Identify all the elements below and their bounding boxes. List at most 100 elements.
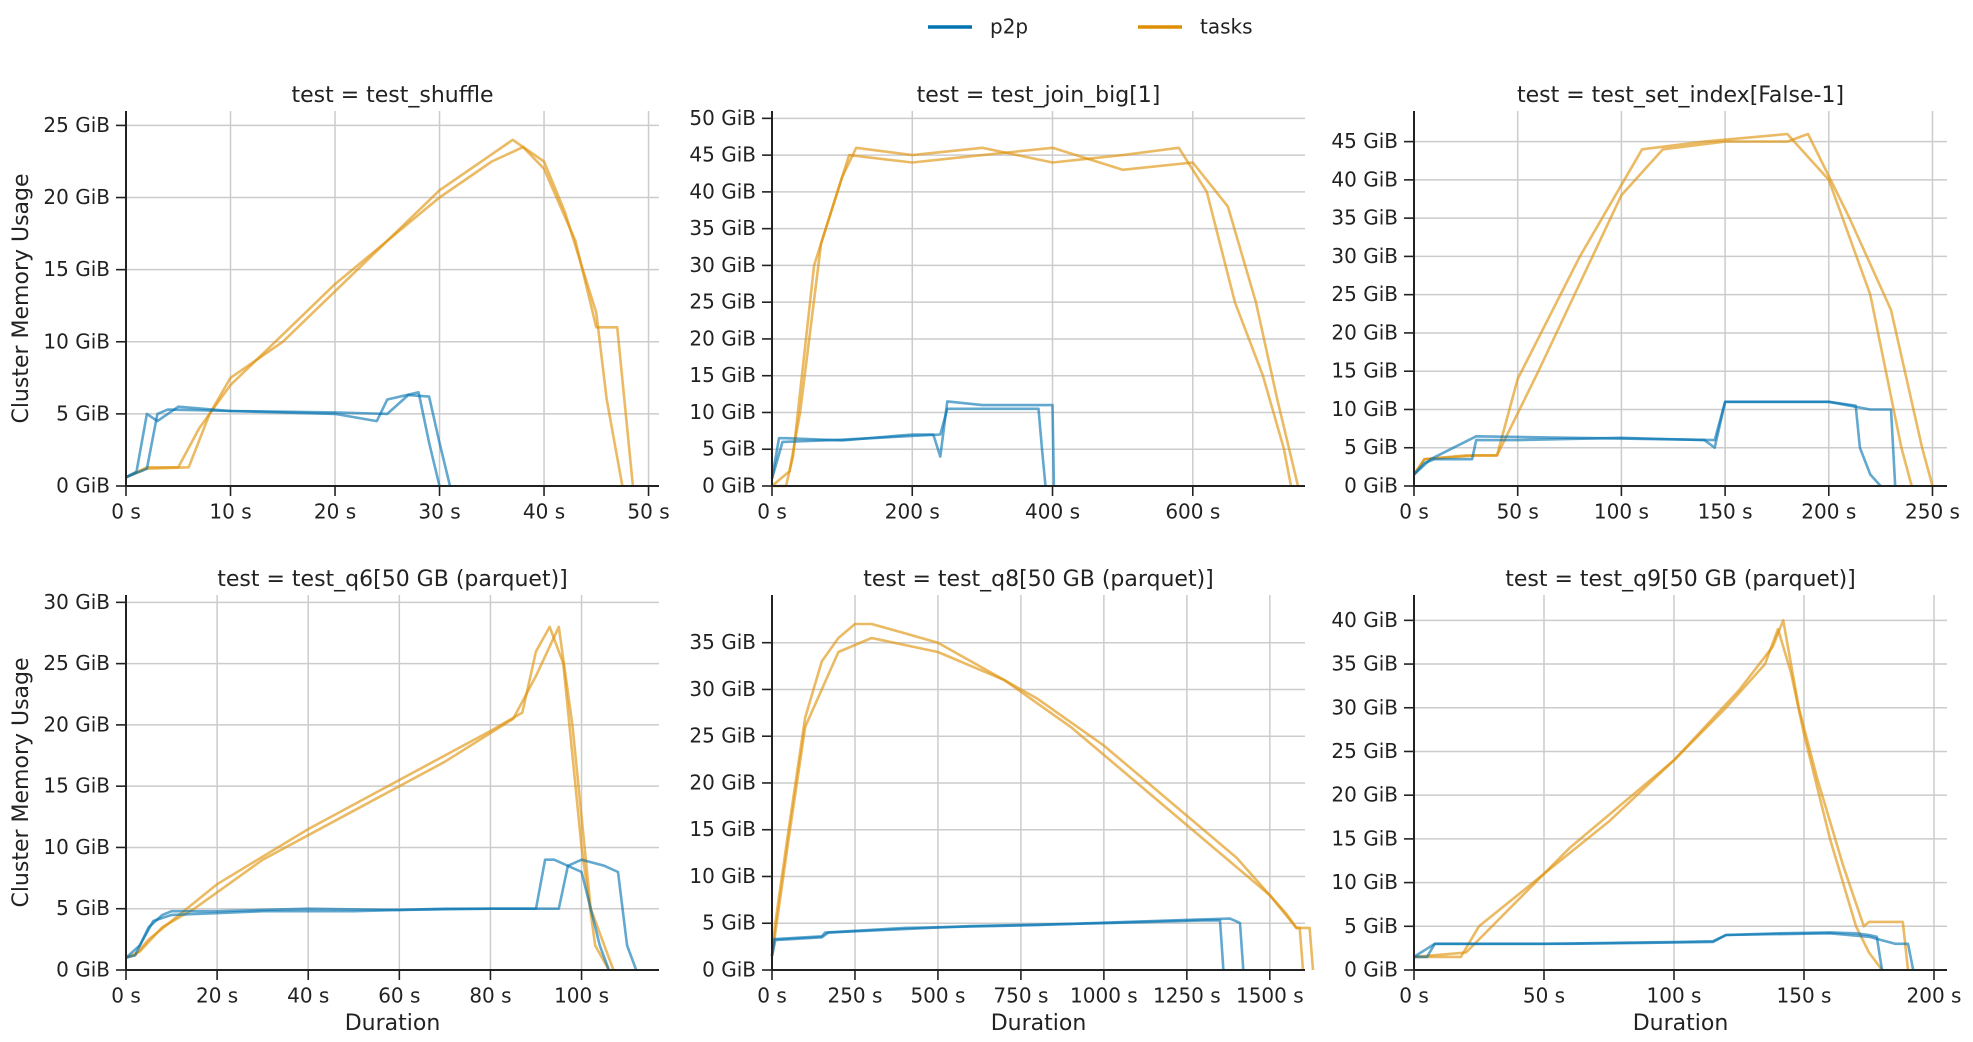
y-tick-label: 15 GiB — [689, 817, 756, 841]
series-line — [1414, 931, 1884, 971]
y-tick-label: 50 GiB — [689, 106, 756, 130]
x-tick-label: 1500 s — [1236, 984, 1304, 1008]
y-tick-label: 30 GiB — [43, 590, 110, 614]
series-line — [1413, 400, 1897, 487]
y-tick-label: 15 GiB — [1331, 359, 1398, 383]
x-tick-label: 40 s — [287, 984, 329, 1008]
x-tick-label: 200 s — [1801, 500, 1856, 524]
x-tick-label: 0 s — [111, 984, 141, 1008]
series-line — [770, 919, 1225, 971]
series-line — [125, 391, 441, 487]
series-line — [770, 407, 1047, 487]
x-tick-label: 750 s — [993, 984, 1048, 1008]
series-line — [772, 146, 1293, 488]
y-tick-label: 30 GiB — [689, 253, 756, 277]
y-tick-label: 40 GiB — [689, 179, 756, 203]
x-tick-label: 150 s — [1698, 500, 1753, 524]
y-tick-label: 25 GiB — [689, 724, 756, 748]
series-line — [125, 625, 611, 971]
y-tick-label: 5 GiB — [1344, 914, 1398, 938]
y-tick-label: 35 GiB — [689, 630, 756, 654]
y-tick-label: 30 GiB — [1331, 695, 1398, 719]
y-tick-label: 25 GiB — [689, 290, 756, 314]
series-line — [1413, 400, 1882, 487]
y-tick-label: 40 GiB — [1331, 608, 1398, 632]
y-tick-label: 30 GiB — [1331, 244, 1398, 268]
x-axis-label: Duration — [991, 1011, 1087, 1036]
y-tick-label: 10 GiB — [1331, 397, 1398, 421]
y-tick-label: 20 GiB — [43, 185, 110, 209]
subplot-title: test = test_shuffle — [291, 83, 493, 108]
y-tick-label: 20 GiB — [689, 770, 756, 794]
y-tick-label: 5 GiB — [702, 437, 756, 461]
series-line — [1412, 132, 1913, 487]
x-tick-label: 250 s — [827, 984, 882, 1008]
y-tick-label: 0 GiB — [56, 474, 110, 498]
x-tick-label: 40 s — [523, 500, 565, 524]
series-line — [770, 636, 1315, 971]
y-tick-label: 45 GiB — [689, 143, 756, 167]
y-axis-label: Cluster Memory Usage — [9, 173, 34, 423]
y-tick-label: 35 GiB — [1331, 652, 1398, 676]
y-tick-label: 5 GiB — [56, 401, 110, 425]
x-tick-label: 20 s — [196, 984, 238, 1008]
y-tick-label: 10 GiB — [1331, 870, 1398, 894]
y-tick-label: 0 GiB — [702, 474, 756, 498]
y-tick-label: 25 GiB — [43, 113, 110, 137]
x-tick-label: 0 s — [757, 500, 787, 524]
y-tick-label: 5 GiB — [702, 911, 756, 935]
x-tick-label: 250 s — [1905, 500, 1960, 524]
x-axis-label: Duration — [1633, 1011, 1729, 1036]
y-tick-label: 30 GiB — [689, 677, 756, 701]
subplot-title: test = test_q9[50 GB (parquet)] — [1505, 567, 1856, 592]
legend-label: p2p — [990, 15, 1028, 39]
x-tick-label: 100 s — [554, 984, 609, 1008]
series-line — [125, 145, 635, 487]
series-line — [1413, 619, 1910, 971]
series-line — [771, 146, 1300, 487]
x-tick-label: 1000 s — [1070, 984, 1138, 1008]
x-tick-label: 50 s — [1523, 984, 1565, 1008]
y-tick-label: 25 GiB — [1331, 282, 1398, 306]
y-tick-label: 35 GiB — [1331, 206, 1398, 230]
x-tick-label: 50 s — [1497, 500, 1539, 524]
y-tick-label: 20 GiB — [1331, 783, 1398, 807]
x-tick-label: 60 s — [378, 984, 420, 1008]
y-tick-label: 45 GiB — [1331, 129, 1398, 153]
y-tick-label: 15 GiB — [43, 257, 110, 281]
y-tick-label: 0 GiB — [702, 958, 756, 982]
y-tick-label: 15 GiB — [1331, 826, 1398, 850]
y-tick-label: 0 GiB — [56, 958, 110, 982]
x-tick-label: 600 s — [1165, 500, 1220, 524]
y-tick-label: 20 GiB — [43, 712, 110, 736]
x-axis-label: Duration — [345, 1011, 441, 1036]
y-tick-label: 35 GiB — [689, 216, 756, 240]
x-tick-label: 400 s — [1025, 500, 1080, 524]
series-line — [770, 400, 1056, 487]
series-line — [1412, 132, 1934, 487]
y-tick-label: 20 GiB — [689, 326, 756, 350]
y-tick-label: 15 GiB — [689, 363, 756, 387]
y-axis-label: Cluster Memory Usage — [9, 657, 34, 907]
legend-label: tasks — [1200, 15, 1253, 39]
x-tick-label: 0 s — [1399, 500, 1429, 524]
x-tick-label: 0 s — [1399, 984, 1429, 1008]
x-tick-label: 100 s — [1647, 984, 1702, 1008]
subplot-title: test = test_q8[50 GB (parquet)] — [863, 567, 1214, 592]
series-line — [125, 858, 611, 971]
y-tick-label: 10 GiB — [689, 400, 756, 424]
x-tick-label: 10 s — [209, 500, 251, 524]
x-tick-label: 200 s — [1907, 984, 1962, 1008]
subplot-title: test = test_q6[50 GB (parquet)] — [217, 567, 568, 592]
y-tick-label: 0 GiB — [1344, 958, 1398, 982]
x-tick-label: 0 s — [757, 984, 787, 1008]
x-tick-label: 100 s — [1594, 500, 1649, 524]
y-tick-label: 10 GiB — [689, 864, 756, 888]
x-tick-label: 30 s — [418, 500, 460, 524]
y-tick-label: 5 GiB — [56, 896, 110, 920]
subplot-title: test = test_set_index[False-1] — [1517, 83, 1844, 108]
y-tick-label: 0 GiB — [1344, 474, 1398, 498]
series-line — [1414, 627, 1884, 971]
x-tick-label: 20 s — [314, 500, 356, 524]
